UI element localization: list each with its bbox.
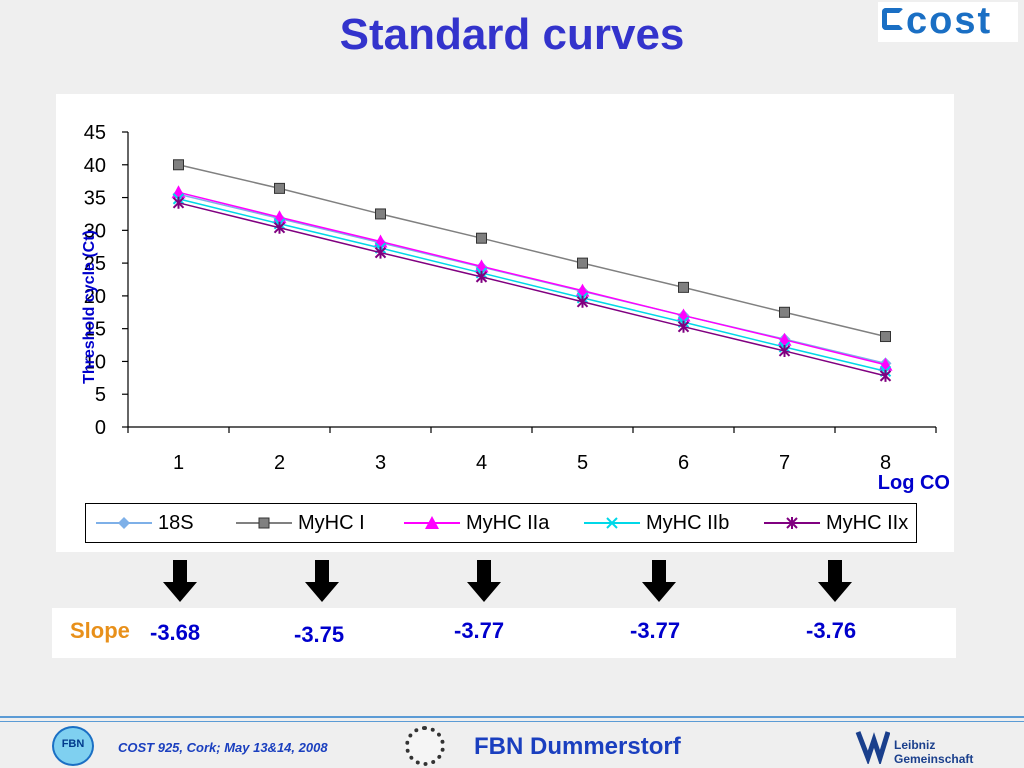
down-arrow-icon bbox=[305, 560, 339, 602]
fbn-logo-text: FBN bbox=[61, 738, 85, 750]
data-point bbox=[374, 246, 387, 259]
slope-value: -3.76 bbox=[806, 618, 857, 643]
legend-label: MyHC IIb bbox=[646, 512, 730, 534]
y-tick-label: 25 bbox=[84, 253, 106, 275]
legend-label: MyHC IIx bbox=[826, 512, 909, 534]
down-arrow-icon bbox=[467, 560, 501, 602]
data-point bbox=[677, 320, 690, 333]
legend-marker-triangle-icon bbox=[404, 516, 460, 529]
data-point bbox=[274, 182, 285, 194]
y-tick-label: 40 bbox=[84, 155, 106, 177]
x-tick-label: 3 bbox=[375, 452, 386, 474]
down-arrow-icon bbox=[163, 560, 197, 602]
legend-marker-diamond-icon bbox=[96, 517, 152, 529]
legend-marker-star-icon bbox=[764, 517, 820, 529]
data-point bbox=[778, 344, 791, 357]
fbn-logo: FBN bbox=[52, 726, 94, 766]
data-point bbox=[779, 306, 790, 318]
slope-label: Slope bbox=[70, 618, 130, 643]
data-point bbox=[678, 281, 689, 293]
chart-legend: 18S MyHC I MyHC IIa MyHC IIb bbox=[85, 503, 917, 543]
leibniz-logo-text: Leibniz Gemeinschaft bbox=[894, 738, 974, 766]
data-point bbox=[879, 369, 892, 382]
chart-panel: 0 5 10 15 20 25 30 35 40 45 1 2 3 4 5 6 7 8 Threshold cyc… bbox=[56, 94, 954, 552]
series-line bbox=[178, 164, 886, 338]
x-tick-label: 8 bbox=[880, 452, 891, 474]
y-tick-label: 35 bbox=[84, 188, 106, 210]
footer-divider bbox=[0, 721, 1024, 722]
slope-value: -3.68 bbox=[150, 620, 201, 645]
y-tick-label: 20 bbox=[84, 286, 106, 308]
legend-marker-x-icon bbox=[584, 517, 640, 529]
legend-label: MyHC IIa bbox=[466, 512, 550, 534]
legend-marker-square-icon bbox=[236, 517, 292, 529]
legend-label: MyHC I bbox=[298, 512, 365, 534]
page-title: Standard curves bbox=[339, 10, 685, 59]
x-tick-label: 7 bbox=[779, 452, 790, 474]
x-tick-label: 4 bbox=[476, 452, 487, 474]
data-point bbox=[375, 208, 386, 220]
down-arrow-icon bbox=[818, 560, 852, 602]
data-point bbox=[173, 159, 184, 171]
y-tick-label: 30 bbox=[84, 220, 106, 242]
footer-institute: FBN Dummerstorf bbox=[474, 733, 681, 760]
leibniz-logo-icon bbox=[855, 731, 890, 764]
x-tick-label: 1 bbox=[173, 452, 184, 474]
series-line bbox=[178, 202, 886, 377]
slope-value: -3.77 bbox=[454, 618, 505, 643]
data-point bbox=[171, 185, 186, 199]
data-point bbox=[577, 257, 588, 269]
data-point bbox=[172, 196, 185, 209]
x-tick-label: 2 bbox=[274, 452, 285, 474]
cost-logo-text: cost bbox=[906, 0, 993, 42]
legend-label: 18S bbox=[158, 512, 194, 534]
slope-value: -3.77 bbox=[630, 618, 681, 643]
data-point bbox=[475, 270, 488, 283]
data-point bbox=[880, 331, 891, 343]
y-tick-label: 10 bbox=[84, 351, 106, 373]
data-point bbox=[576, 295, 589, 308]
x-tick-label: 6 bbox=[678, 452, 689, 474]
data-point bbox=[273, 221, 286, 234]
slope-value: -3.75 bbox=[294, 622, 345, 647]
x-tick-label: 5 bbox=[577, 452, 588, 474]
series-line bbox=[178, 198, 886, 373]
footer-divider bbox=[0, 716, 1024, 718]
y-tick-label: 0 bbox=[95, 417, 106, 439]
cost-logo-mark-icon bbox=[882, 8, 904, 30]
series-line bbox=[178, 191, 886, 366]
y-axis-label: Threshold cycle (Ct) bbox=[81, 230, 98, 384]
y-tick-label: 15 bbox=[84, 319, 106, 341]
slope-panel: Slope -3.68 -3.75 -3.77 -3.77 -3.76 bbox=[52, 608, 956, 658]
data-point bbox=[476, 232, 487, 244]
x-axis-label: Log CO bbox=[877, 472, 950, 494]
footer-conference: COST 925, Cork; May 13&14, 2008 bbox=[118, 740, 328, 755]
down-arrow-icon bbox=[642, 560, 676, 602]
chain-seal-icon bbox=[405, 726, 445, 766]
y-tick-label: 45 bbox=[84, 122, 106, 144]
y-tick-label: 5 bbox=[95, 384, 106, 406]
